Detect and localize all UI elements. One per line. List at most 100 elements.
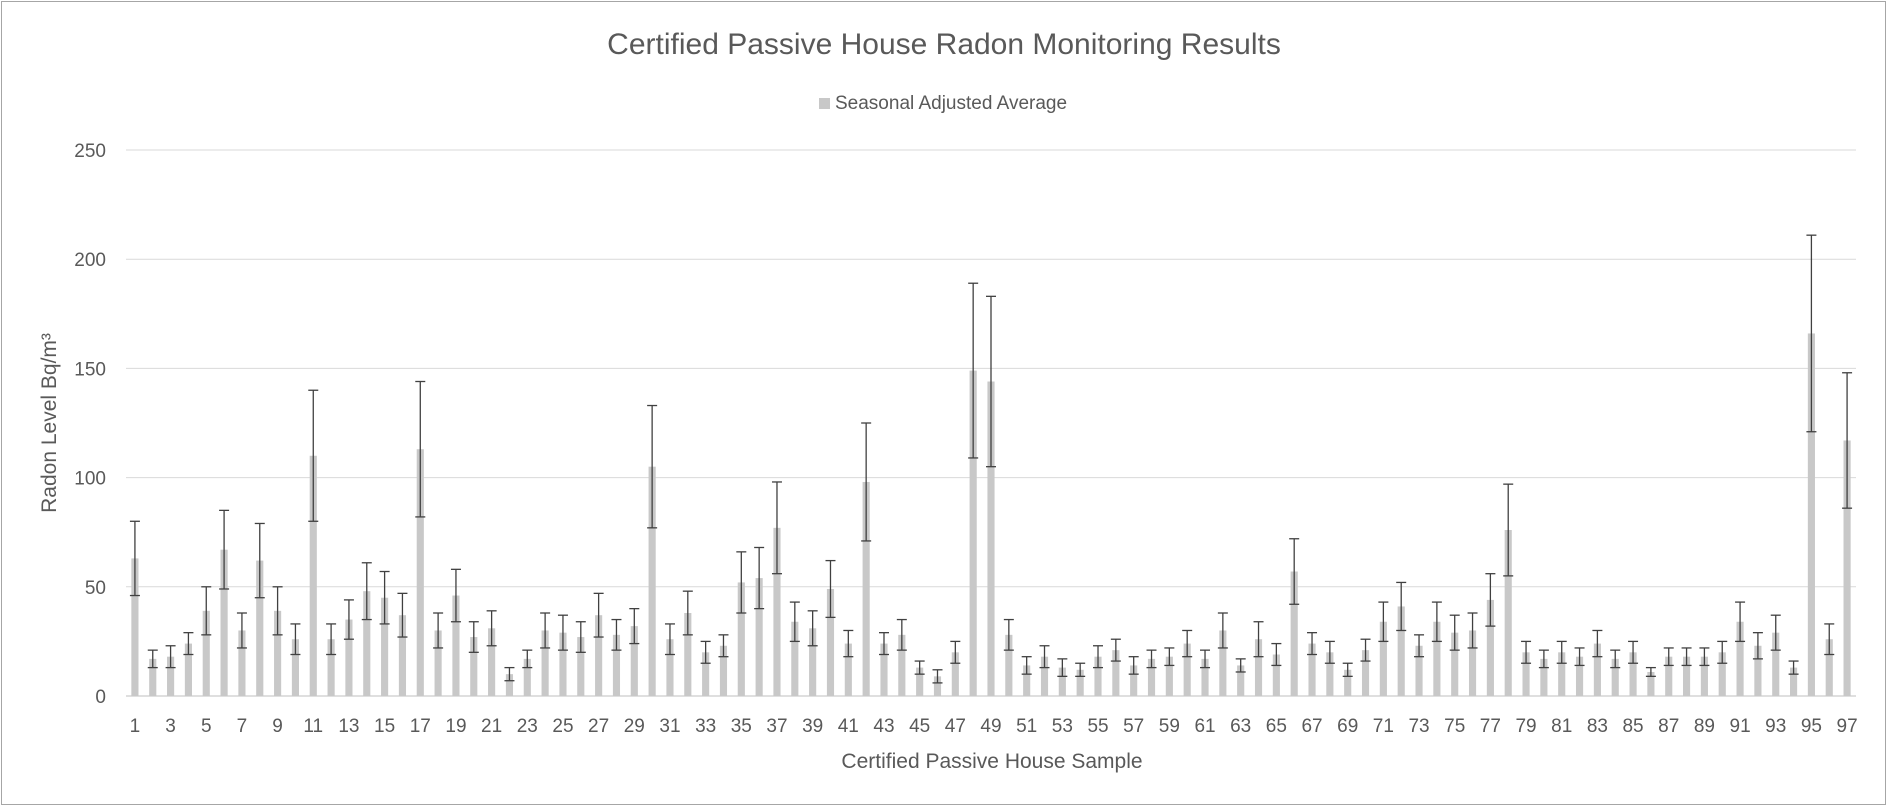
bar xyxy=(933,676,942,696)
error-bar xyxy=(754,546,765,610)
error-bar xyxy=(878,632,889,656)
bar xyxy=(220,549,228,696)
x-tick-label: 59 xyxy=(1159,716,1180,737)
bar xyxy=(363,591,371,696)
bar xyxy=(523,658,531,696)
bar xyxy=(577,637,585,696)
x-tick-label: 97 xyxy=(1837,716,1858,737)
error-bar xyxy=(1200,649,1211,669)
bar xyxy=(1540,658,1548,696)
x-tick-label: 41 xyxy=(838,716,859,737)
x-tick-label: 79 xyxy=(1515,716,1536,737)
bar xyxy=(1112,650,1120,696)
chart-title: Certified Passive House Radon Monitoring… xyxy=(607,28,1281,61)
bar xyxy=(1451,632,1459,696)
x-tick-label: 57 xyxy=(1123,716,1144,737)
error-bar xyxy=(1360,638,1371,662)
error-bar xyxy=(843,629,854,658)
error-bar xyxy=(1289,538,1300,605)
error-bar xyxy=(718,634,729,658)
error-bar xyxy=(1431,601,1442,643)
x-tick-label: 11 xyxy=(303,716,323,737)
error-bar xyxy=(1681,647,1692,667)
x-tick-label: 37 xyxy=(766,716,787,737)
x-tick-label: 63 xyxy=(1230,716,1251,737)
error-bar xyxy=(1217,612,1228,649)
error-bar xyxy=(664,623,675,656)
x-tick-label: 3 xyxy=(165,716,176,737)
x-tick-label: 15 xyxy=(374,716,395,737)
bar xyxy=(167,656,175,696)
error-bar xyxy=(1271,642,1282,667)
bar xyxy=(1058,667,1066,696)
x-tick-label: 81 xyxy=(1551,716,1572,737)
x-tick-label: 49 xyxy=(980,716,1001,737)
bar xyxy=(987,381,995,696)
bar xyxy=(1308,643,1316,696)
bar xyxy=(1094,656,1102,696)
error-bar xyxy=(647,404,658,529)
bar xyxy=(1290,571,1298,696)
bar xyxy=(291,639,299,696)
error-bar xyxy=(1182,629,1193,658)
bar xyxy=(1486,599,1494,696)
error-bar xyxy=(1806,234,1817,433)
x-tick-label: 71 xyxy=(1373,716,1394,737)
error-bar xyxy=(611,618,622,651)
bar xyxy=(1700,656,1708,696)
bar xyxy=(184,643,192,696)
bar xyxy=(1254,639,1263,696)
bar xyxy=(1647,671,1655,696)
bar xyxy=(1201,658,1209,696)
x-tick-label: 21 xyxy=(481,716,502,737)
error-bar xyxy=(807,610,818,647)
bar xyxy=(202,610,210,696)
bar xyxy=(1825,639,1833,696)
x-tick-label: 55 xyxy=(1087,716,1108,737)
bar xyxy=(327,639,335,696)
error-bar xyxy=(540,612,551,649)
x-tick-label: 25 xyxy=(552,716,573,737)
error-bar xyxy=(1824,623,1835,656)
x-tick-label: 17 xyxy=(410,716,431,737)
bar xyxy=(238,630,246,696)
legend-label: Seasonal Adjusted Average xyxy=(835,93,1067,114)
x-tick-labels: 1 3 5 7 9 11 13 15 17 19 21 23 25 27 29 31 33 35 37 39 41 43 4… xyxy=(130,716,1858,737)
error-bar xyxy=(736,551,747,614)
error-bar xyxy=(1485,573,1496,627)
bar xyxy=(1629,652,1637,696)
error-bar xyxy=(1663,647,1674,667)
error-bar xyxy=(1110,638,1121,662)
bar xyxy=(1379,621,1387,696)
error-bar xyxy=(1021,656,1032,675)
x-tick-label: 91 xyxy=(1730,716,1751,737)
x-tick-label: 83 xyxy=(1587,716,1608,737)
bar xyxy=(969,370,977,696)
error-bar xyxy=(236,612,247,649)
error-bar xyxy=(789,601,800,643)
error-bar xyxy=(1307,632,1318,656)
x-tick-label: 61 xyxy=(1194,716,1215,737)
error-bar xyxy=(219,509,230,590)
bar xyxy=(1344,669,1352,696)
bar xyxy=(1326,652,1334,696)
bar xyxy=(345,619,353,696)
error-bar xyxy=(1093,645,1104,669)
error-bar xyxy=(201,586,212,636)
error-bar xyxy=(486,610,497,647)
bar xyxy=(951,652,959,696)
error-bar xyxy=(326,623,337,656)
error-bar xyxy=(290,623,301,656)
error-bar xyxy=(147,649,158,669)
error-bar xyxy=(557,614,568,651)
x-tick-label: 67 xyxy=(1301,716,1322,737)
error-bar xyxy=(629,607,640,645)
bar xyxy=(1772,632,1780,696)
bar xyxy=(505,674,514,696)
bar xyxy=(826,588,835,696)
x-tick-label: 93 xyxy=(1765,716,1786,737)
error-bar xyxy=(272,586,283,636)
bar xyxy=(1361,650,1370,696)
x-tick-label: 69 xyxy=(1337,716,1358,737)
